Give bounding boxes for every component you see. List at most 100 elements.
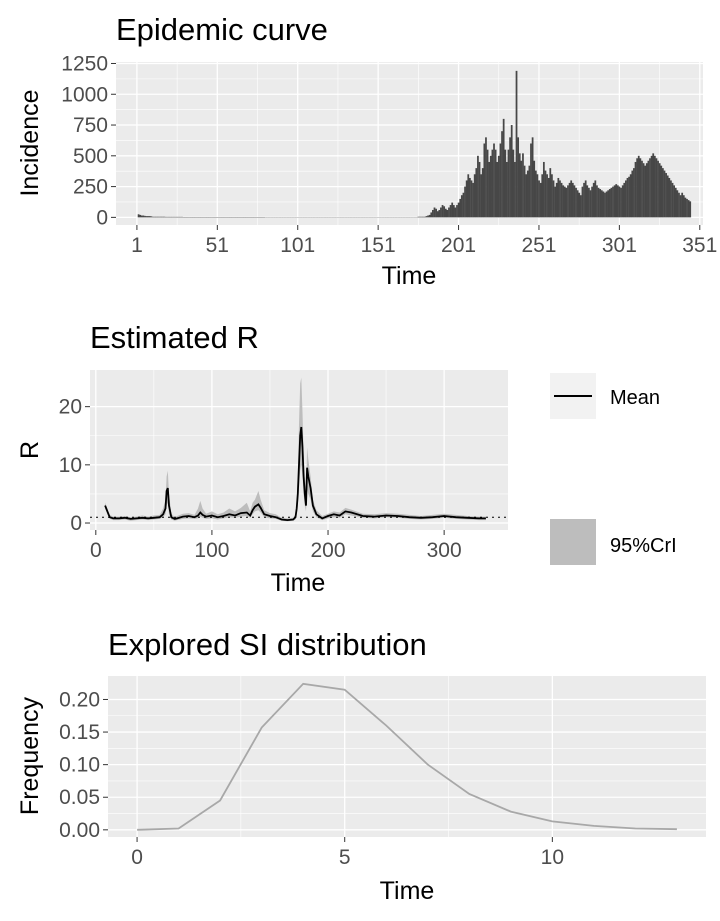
epi-bar [485, 137, 487, 218]
epi-bar [433, 207, 436, 218]
epi-bar [547, 177, 550, 218]
epi-bar [523, 165, 526, 218]
epi-bar [584, 180, 587, 218]
r-ytick-label: 0 [70, 512, 82, 535]
r-legend: Mean 95%CrI [550, 373, 677, 565]
epi-bar [597, 187, 600, 218]
epi-bar [148, 216, 151, 218]
epi-bar [653, 155, 656, 218]
epi-bar [568, 182, 571, 218]
epi-bar [578, 192, 581, 218]
epi-bar [427, 215, 429, 218]
si-distribution-chart: Explored SI distribution 0.00 0.05 0.10 0.1… [16, 627, 706, 905]
epi-bar [448, 207, 450, 218]
epi-bar [567, 185, 569, 218]
epi-bar [674, 187, 677, 218]
r-ytick-label: 10 [59, 454, 82, 477]
epi-bar [636, 158, 639, 218]
epi-bar [546, 174, 548, 218]
r-y-ticks: 0 10 20 [59, 396, 90, 535]
epi-bar [517, 137, 520, 218]
epi-bar [443, 206, 446, 218]
epi-bar [509, 137, 511, 218]
epi-bar [507, 149, 510, 218]
epi-bar [150, 216, 153, 218]
epi-bar [559, 180, 561, 218]
epi-ylabel: Incidence [16, 89, 44, 196]
epi-bar [522, 153, 524, 218]
epi-bar [475, 168, 478, 218]
epi-bar [678, 192, 680, 218]
epi-bar [602, 191, 605, 218]
epi-bar [469, 177, 471, 218]
epi-bar [525, 174, 528, 218]
epi-bar [668, 177, 671, 218]
legend-key-crI [550, 519, 596, 565]
epi-bar [515, 70, 518, 218]
epi-bar [600, 190, 603, 218]
epi-bar [618, 186, 621, 218]
si-data [137, 682, 677, 831]
epi-bar [533, 160, 536, 218]
epi-bar [634, 161, 637, 218]
epi-bar [153, 216, 156, 218]
r-ylabel: R [16, 441, 44, 459]
epi-title: Epidemic curve [116, 12, 328, 47]
epi-bar [449, 205, 452, 218]
epi-bar [615, 184, 618, 218]
epi-bar [657, 160, 659, 218]
epi-xtick-label: 201 [441, 234, 476, 257]
epi-bar [604, 192, 606, 218]
epi-xtick-label: 1 [131, 234, 143, 257]
epi-bar [652, 153, 655, 218]
si-grid [108, 676, 706, 837]
epi-bar [681, 192, 684, 218]
epi-bar [575, 187, 577, 218]
epi-bar [501, 131, 503, 218]
epi-bar [456, 205, 458, 218]
epi-bar [570, 180, 573, 218]
epi-bar [480, 174, 483, 218]
legend-label-crI: 95%CrI [610, 535, 677, 557]
epi-bar [576, 190, 579, 218]
epi-bar [579, 195, 582, 218]
si-title: Explored SI distribution [108, 627, 427, 662]
epi-bar [661, 168, 664, 218]
epi-bars [137, 70, 692, 218]
epi-bar [470, 180, 473, 218]
epi-bar [649, 158, 651, 218]
epi-bar [425, 216, 428, 218]
epi-bar [488, 161, 491, 218]
epi-bar [665, 173, 667, 218]
epi-bar [444, 208, 447, 218]
epi-bar [599, 189, 602, 218]
epi-bar [647, 160, 650, 218]
r-x-ticks: 0 100 200 300 [90, 530, 462, 562]
epi-bar [417, 216, 420, 218]
epi-bar [464, 186, 466, 218]
epi-bar [616, 185, 619, 218]
epi-bar [571, 182, 574, 218]
epi-bar [137, 214, 140, 218]
si-y-ticks: 0.00 0.05 0.10 0.15 0.20 [59, 688, 108, 842]
epi-bar [625, 180, 627, 218]
epi-bar [472, 182, 474, 218]
epi-bar [563, 186, 566, 218]
epi-bar [583, 182, 585, 218]
epi-bar [438, 209, 441, 218]
epi-bar [682, 195, 685, 218]
epi-bar [481, 168, 484, 218]
si-ytick-label: 0.00 [59, 819, 100, 842]
legend-label-mean: Mean [610, 387, 660, 409]
epi-bar [586, 185, 589, 218]
epi-bar [493, 143, 495, 218]
epi-bar [554, 186, 556, 218]
si-xtick-label: 5 [339, 846, 351, 869]
epi-ytick-label: 250 [73, 176, 108, 199]
epi-bar [645, 163, 648, 218]
epi-xtick-label: 101 [280, 234, 315, 257]
epi-bar [467, 174, 470, 218]
si-panel [108, 676, 706, 837]
